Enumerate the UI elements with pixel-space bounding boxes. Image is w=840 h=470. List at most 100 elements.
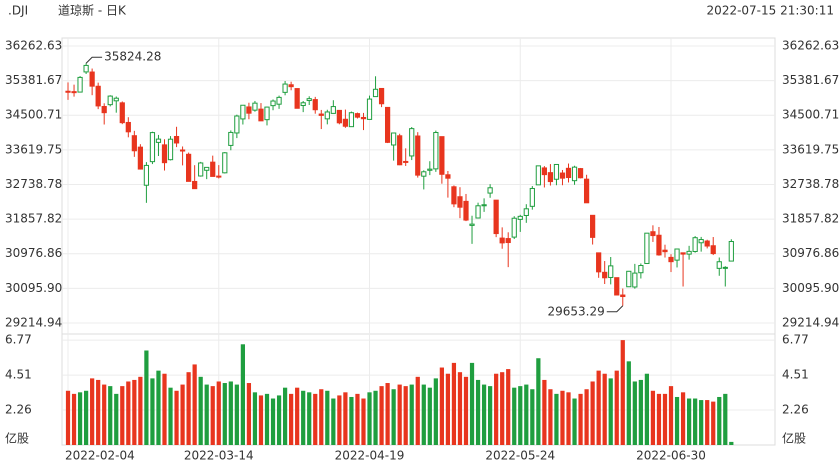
volume-bar — [699, 400, 704, 445]
candle-body — [662, 249, 668, 253]
volume-bar — [96, 379, 101, 445]
candle-body — [608, 265, 614, 278]
volume-bar — [240, 344, 245, 445]
volume-bar — [421, 384, 426, 445]
candle-body — [372, 88, 379, 98]
volume-bar — [488, 386, 493, 445]
x-tick-label: 2022-02-04 — [65, 449, 135, 463]
volume-bar — [578, 393, 583, 445]
candle-body — [577, 168, 584, 179]
volume-bar — [252, 392, 258, 445]
volume-bar — [234, 384, 239, 445]
candle-body — [167, 138, 174, 161]
candle-body — [650, 231, 656, 237]
y-tick-label: 30095.90 — [5, 281, 62, 295]
y-tick-label-right: 31857.82 — [782, 212, 839, 226]
candle-body — [686, 250, 692, 255]
candle-body — [65, 90, 71, 93]
candle-body — [294, 88, 300, 109]
candle-body — [517, 215, 523, 220]
candle-body — [107, 95, 113, 106]
volume-bar — [108, 386, 113, 445]
volume-bar — [258, 395, 264, 445]
volume-bar — [204, 384, 209, 445]
volume-bar — [620, 340, 625, 445]
volume-bar — [686, 398, 692, 445]
volume-bar — [349, 396, 354, 445]
volume-bar — [385, 383, 390, 445]
candle-body — [77, 76, 83, 93]
candle-body — [463, 200, 469, 221]
volume-bar — [192, 364, 197, 445]
y-tick-label-right: 33619.75 — [782, 142, 839, 156]
volume-bar — [246, 383, 252, 445]
candle-body — [523, 208, 529, 216]
candle-body — [366, 98, 373, 120]
volume-bar — [355, 393, 360, 445]
volume-bar — [560, 390, 565, 445]
volume-bar — [198, 376, 203, 445]
volume-bar — [494, 373, 499, 445]
volume-bar — [451, 362, 457, 445]
high-leader — [85, 56, 103, 64]
volume-bar — [343, 392, 348, 445]
y-tick-label-right: 30976.86 — [782, 246, 839, 260]
volume-bar — [481, 384, 487, 445]
candle-body — [722, 266, 728, 269]
candle-body — [306, 98, 312, 102]
candle-body — [222, 152, 228, 174]
candle-body — [439, 136, 445, 175]
chart-title: 道琼斯 - 日K — [58, 3, 127, 18]
volume-bar — [397, 384, 402, 445]
candle-body — [71, 91, 77, 94]
volume-bar — [132, 379, 137, 445]
candle-body — [433, 132, 439, 170]
candle-body — [336, 109, 342, 124]
candle-body — [457, 196, 463, 208]
candle-body — [95, 85, 101, 107]
volume-bar — [723, 393, 728, 445]
candle-body — [204, 166, 210, 171]
candle-body — [571, 166, 578, 182]
volume-bar — [584, 389, 589, 445]
candle-body — [270, 100, 276, 107]
timestamp: 2022-07-15 21:30:11 — [707, 4, 834, 18]
y-tick-label: 33619.75 — [5, 142, 62, 156]
candle-body — [704, 240, 710, 247]
volume-bar — [337, 395, 342, 445]
candle-body — [391, 132, 397, 146]
volume-bar — [674, 396, 680, 445]
candle-body — [602, 271, 608, 279]
candle-body — [644, 232, 650, 264]
volume-bar — [457, 372, 463, 445]
candle-body — [559, 172, 566, 179]
candle-body — [614, 277, 620, 296]
y-tick-label: 32738.78 — [5, 177, 62, 191]
volume-tick-label-right: 亿股 — [782, 431, 806, 446]
candle-body — [264, 106, 270, 121]
y-tick-label-right: 36262.63 — [782, 38, 839, 52]
candle-body — [421, 171, 427, 177]
volume-bar — [222, 383, 227, 445]
volume-bar — [711, 401, 716, 445]
volume-bar — [632, 381, 637, 445]
candle-body — [282, 83, 288, 93]
volume-bar — [427, 387, 432, 445]
volume-bar — [518, 386, 523, 445]
candle-body — [216, 175, 222, 178]
candle-body — [668, 256, 674, 263]
volume-bar — [90, 378, 95, 445]
candle-body — [149, 132, 156, 163]
candle-body — [728, 241, 734, 262]
candle-body — [541, 167, 547, 176]
candle-body — [312, 99, 318, 111]
volume-bar — [367, 392, 372, 445]
candle-body — [384, 106, 391, 143]
candle-body — [318, 113, 324, 116]
candle-body — [674, 248, 680, 261]
y-tick-label-right: 30095.90 — [782, 281, 839, 295]
candle-body — [469, 223, 475, 226]
volume-bar — [307, 392, 312, 445]
volume-bar — [102, 384, 107, 445]
candle-body — [565, 167, 572, 179]
